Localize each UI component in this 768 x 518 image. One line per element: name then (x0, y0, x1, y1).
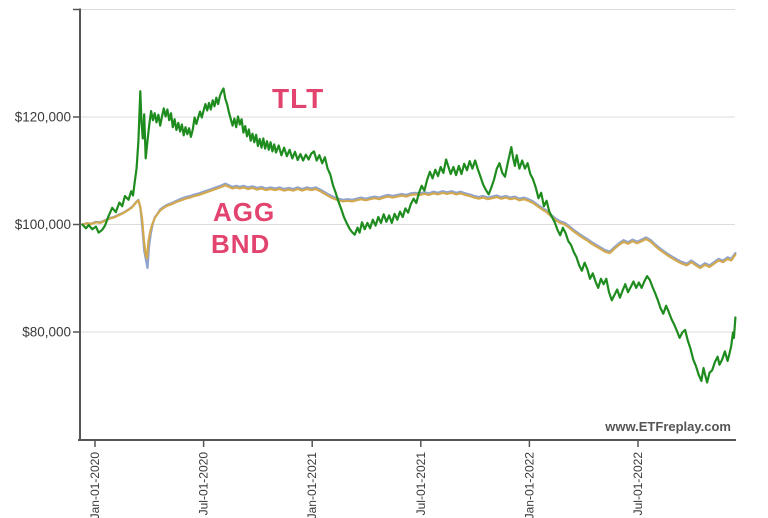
series-label-tlt: TLT (272, 83, 325, 114)
x-tick-label: Jul-01-2022 (631, 452, 645, 516)
series-line-tlt (81, 87, 737, 384)
x-tick-label: Jul-01-2020 (197, 452, 211, 516)
y-tick-label: $100,000 (15, 217, 71, 232)
x-tick-label: Jan-01-2022 (522, 452, 536, 518)
y-tick-label: $80,000 (22, 325, 71, 340)
y-tick-label: $120,000 (15, 110, 71, 125)
x-tick-label: Jan-01-2020 (88, 452, 102, 518)
x-tick-label: Jan-01-2021 (305, 452, 319, 518)
watermark: www.ETFreplay.com (605, 419, 731, 434)
x-tick-label: Jul-01-2021 (414, 452, 428, 516)
series-line-agg (81, 184, 737, 270)
series-label-bnd: BND (211, 229, 271, 259)
series-label-agg: AGG (213, 197, 276, 227)
